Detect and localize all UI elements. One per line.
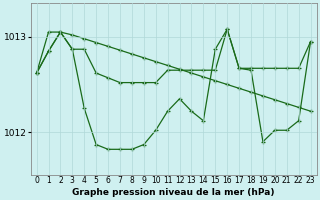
X-axis label: Graphe pression niveau de la mer (hPa): Graphe pression niveau de la mer (hPa) bbox=[72, 188, 275, 197]
